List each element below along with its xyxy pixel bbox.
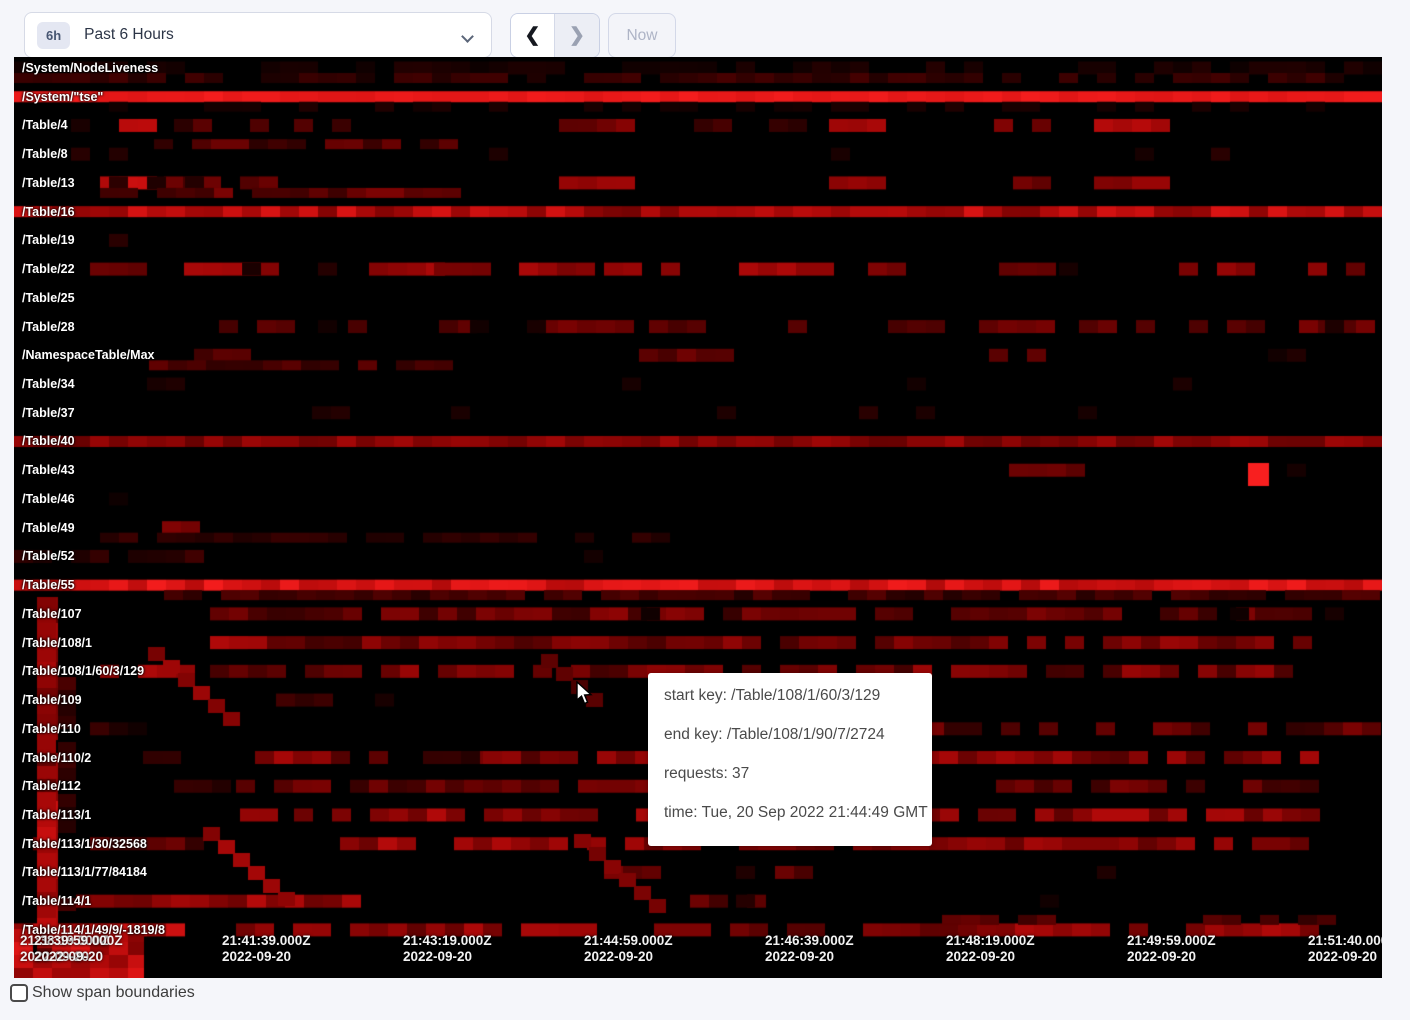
x-axis-tick-label: 21:44:59.000Z 2022-09-20 [584, 933, 673, 964]
x-axis-tick-label: 21:41:39.000Z 2022-09-20 [222, 933, 311, 964]
row-label: /Table/110 [22, 721, 81, 736]
row-label: /Table/16 [22, 204, 75, 219]
chevron-down-icon [463, 31, 473, 41]
prev-time-button[interactable]: ❮ [511, 14, 555, 57]
tooltip-line: requests: 37 [664, 765, 750, 782]
tooltip-line: time: Tue, 20 Sep 2022 21:44:49 GMT [664, 804, 928, 821]
row-label: /System/"tse" [22, 89, 104, 104]
row-label: /Table/34 [22, 377, 75, 392]
row-label: /Table/49 [22, 520, 75, 535]
row-label: /Table/43 [22, 463, 75, 478]
show-span-boundaries-label: Show span boundaries [32, 984, 195, 1001]
x-axis-tick-label: 21:39:59.000Z 2022-09-20 [34, 933, 123, 964]
row-label: /Table/113/1 [22, 807, 92, 822]
key-visualizer: /System/NodeLiveness/System/"tse" /Table/… [14, 57, 1382, 978]
row-label: /Table/114/1 [22, 894, 92, 909]
row-label: /Table/28 [22, 319, 75, 334]
row-label: /Table/25 [22, 290, 75, 305]
footer: Show span boundaries [10, 984, 195, 1002]
row-label: /Table/110/2 [22, 750, 92, 765]
row-label: /NamespaceTable/Max [22, 348, 155, 363]
time-range-badge: 6h [37, 21, 71, 49]
show-span-boundaries-checkbox[interactable] [10, 984, 28, 1002]
next-time-button[interactable]: ❯ [555, 14, 599, 57]
time-nav-group: ❮ ❯ [510, 13, 600, 58]
row-label: /Table/19 [22, 233, 75, 248]
row-label: /Table/112 [22, 779, 81, 794]
x-axis-tick-label: 21:38:19.000Z 2022-09-20 [20, 933, 109, 964]
toolbar: 6h Past 6 Hours ❮ ❯ Now [0, 0, 1410, 58]
tooltip-line: start key: /Table/108/1/60/3/129 [664, 687, 881, 704]
x-axis-tick-label: 21:43:19.000Z 2022-09-20 [403, 933, 492, 964]
row-label: /Table/113/1/30/32568 [22, 836, 147, 851]
x-axis-tick-label: 21:49:59.000Z 2022-09-20 [1127, 933, 1216, 964]
time-range-label: Past 6 Hours [84, 26, 174, 43]
row-label: /Table/108/1 [22, 635, 92, 650]
row-label: /Table/13 [22, 175, 75, 190]
row-label: /Table/113/1/77/84184 [22, 865, 147, 880]
row-label: /Table/46 [22, 491, 75, 506]
row-label: /Table/40 [22, 434, 75, 449]
row-label: /Table/107 [22, 606, 82, 621]
row-label: /Table/108/1/60/3/129 [22, 664, 145, 679]
row-label: /Table/52 [22, 549, 75, 564]
row-label: /Table/109 [22, 693, 82, 708]
row-label: /Table/55 [22, 578, 75, 593]
x-axis-tick-label: 21:48:19.000Z 2022-09-20 [946, 933, 1035, 964]
now-button[interactable]: Now [608, 13, 676, 58]
row-label: /System/NodeLiveness [22, 61, 159, 75]
time-range-select[interactable]: 6h Past 6 Hours [24, 12, 492, 58]
row-label: /Table/22 [22, 262, 75, 277]
hover-tooltip: start key: /Table/108/1/60/3/129 end key:… [648, 673, 932, 846]
row-label: /Table/4 [22, 118, 68, 133]
row-label: /Table/37 [22, 405, 75, 420]
row-label: /Table/8 [22, 147, 68, 162]
row-label: /Table/114/1/49/9/-1819/8 [22, 922, 165, 937]
tooltip-line: end key: /Table/108/1/90/7/2724 [664, 726, 885, 743]
x-axis-tick-label: 21:46:39.000Z 2022-09-20 [765, 933, 854, 964]
